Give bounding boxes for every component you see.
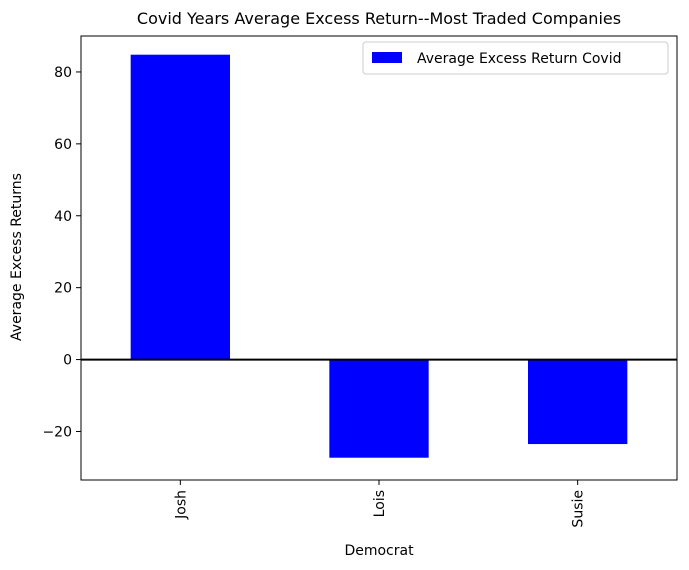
y-tick-label: 40 <box>54 209 72 225</box>
y-axis-ticks: −20 0 20 40 60 80 <box>42 65 81 440</box>
legend-frame <box>362 41 669 75</box>
y-axis-label: Average Excess Returns <box>9 173 25 341</box>
y-tick-label: −20 <box>42 424 72 440</box>
x-axis-label: Democrat <box>344 543 414 559</box>
x-tick-label: Susie <box>571 490 587 528</box>
y-tick-label: 0 <box>63 353 72 369</box>
legend: Average Excess Return Covid <box>362 41 669 75</box>
bars-group <box>130 54 628 458</box>
x-tick-label: Lois <box>372 490 388 517</box>
chart-title: Covid Years Average Excess Return--Most … <box>137 9 621 28</box>
legend-swatch <box>372 52 402 63</box>
bar-susie <box>528 359 628 445</box>
y-tick-label: 20 <box>54 281 72 297</box>
x-tick-label: Josh <box>173 490 189 520</box>
bar-lois <box>329 359 429 458</box>
y-tick-label: 80 <box>54 65 72 81</box>
x-axis-ticks: Josh Lois Susie <box>173 480 587 528</box>
bar-josh <box>130 54 230 360</box>
y-tick-label: 60 <box>54 137 72 153</box>
legend-label: Average Excess Return Covid <box>417 51 621 67</box>
